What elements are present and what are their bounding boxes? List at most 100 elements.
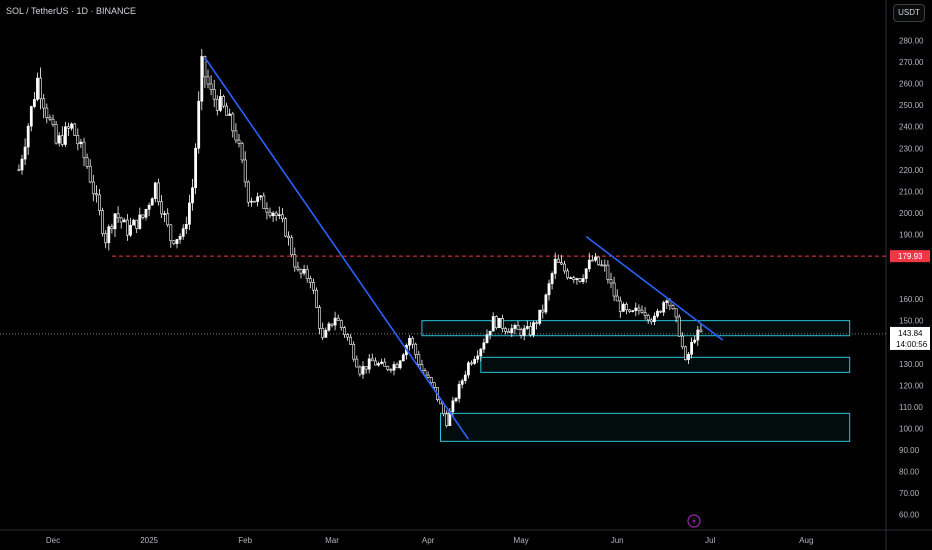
candle[interactable]	[414, 342, 418, 359]
candle[interactable]	[460, 378, 464, 389]
candle[interactable]	[618, 296, 622, 318]
candle[interactable]	[293, 247, 297, 272]
candle[interactable]	[70, 122, 74, 131]
candle[interactable]	[191, 178, 194, 211]
candle[interactable]	[550, 271, 554, 290]
candle[interactable]	[680, 332, 684, 350]
candle[interactable]	[271, 211, 275, 223]
candle[interactable]	[600, 259, 604, 267]
candle[interactable]	[535, 320, 539, 330]
candle[interactable]	[556, 254, 560, 264]
candle[interactable]	[219, 89, 222, 113]
candle[interactable]	[51, 114, 55, 127]
candle[interactable]	[231, 112, 235, 138]
candle[interactable]	[507, 328, 511, 333]
candle[interactable]	[485, 329, 489, 344]
candle[interactable]	[693, 335, 697, 344]
candle[interactable]	[463, 370, 467, 384]
candle[interactable]	[88, 159, 92, 184]
candle[interactable]	[352, 341, 356, 362]
candle[interactable]	[330, 323, 334, 328]
candle[interactable]	[451, 396, 455, 417]
candle[interactable]	[587, 252, 591, 272]
candle[interactable]	[370, 353, 374, 362]
candle[interactable]	[590, 255, 594, 262]
candle[interactable]	[215, 95, 219, 116]
candle[interactable]	[203, 55, 207, 88]
candle[interactable]	[265, 202, 269, 220]
candle[interactable]	[228, 108, 232, 116]
candle[interactable]	[488, 330, 492, 340]
trendline[interactable]	[585, 235, 724, 341]
candle[interactable]	[163, 210, 167, 222]
candle[interactable]	[42, 93, 46, 119]
candle[interactable]	[122, 217, 126, 223]
candle[interactable]	[640, 305, 644, 314]
candle[interactable]	[315, 287, 318, 309]
candle[interactable]	[280, 207, 284, 223]
candle[interactable]	[426, 371, 430, 379]
candle[interactable]	[625, 302, 628, 315]
candle[interactable]	[476, 350, 480, 363]
candle[interactable]	[401, 352, 405, 362]
candle[interactable]	[339, 319, 343, 331]
candle[interactable]	[516, 320, 520, 330]
candle[interactable]	[634, 302, 638, 317]
candle[interactable]	[395, 362, 399, 369]
candle[interactable]	[147, 202, 151, 217]
candle[interactable]	[32, 92, 36, 109]
candle[interactable]	[262, 192, 266, 209]
candle[interactable]	[166, 208, 170, 228]
candle[interactable]	[569, 276, 573, 279]
candle[interactable]	[305, 265, 309, 283]
candle[interactable]	[57, 132, 61, 147]
candle[interactable]	[250, 197, 253, 207]
candle[interactable]	[547, 279, 551, 301]
candle[interactable]	[398, 360, 402, 370]
candle[interactable]	[690, 337, 694, 359]
candle[interactable]	[79, 138, 83, 149]
candle[interactable]	[107, 224, 111, 251]
candle[interactable]	[482, 338, 486, 353]
candle[interactable]	[178, 233, 182, 244]
candle[interactable]	[29, 105, 33, 132]
candle[interactable]	[606, 260, 610, 284]
candle[interactable]	[628, 309, 632, 313]
candle[interactable]	[26, 123, 30, 155]
candle[interactable]	[659, 310, 663, 314]
candle[interactable]	[336, 314, 340, 321]
candle[interactable]	[302, 264, 306, 276]
candle[interactable]	[386, 365, 390, 372]
candle[interactable]	[222, 94, 225, 109]
candle[interactable]	[538, 309, 542, 326]
candle[interactable]	[194, 143, 198, 195]
candle[interactable]	[466, 360, 470, 379]
candle[interactable]	[98, 189, 101, 216]
candle[interactable]	[308, 275, 312, 289]
candle[interactable]	[200, 48, 204, 111]
candle[interactable]	[389, 368, 393, 373]
candle[interactable]	[321, 322, 325, 341]
candle[interactable]	[563, 260, 566, 274]
candle[interactable]	[408, 335, 411, 351]
candle[interactable]	[342, 325, 346, 338]
candle[interactable]	[119, 216, 123, 229]
candle[interactable]	[113, 213, 117, 238]
candle[interactable]	[566, 268, 570, 280]
candle[interactable]	[45, 103, 49, 124]
candle[interactable]	[324, 327, 328, 338]
candle[interactable]	[367, 354, 371, 374]
candle[interactable]	[240, 141, 244, 164]
candle[interactable]	[346, 333, 349, 341]
candle[interactable]	[64, 121, 67, 147]
candle[interactable]	[104, 230, 108, 249]
candle[interactable]	[479, 347, 483, 362]
candle[interactable]	[82, 137, 86, 166]
candle[interactable]	[603, 259, 607, 272]
candle[interactable]	[597, 256, 601, 266]
candle[interactable]	[373, 357, 377, 366]
candle[interactable]	[581, 274, 585, 285]
candle[interactable]	[157, 178, 160, 206]
candle[interactable]	[621, 302, 625, 312]
